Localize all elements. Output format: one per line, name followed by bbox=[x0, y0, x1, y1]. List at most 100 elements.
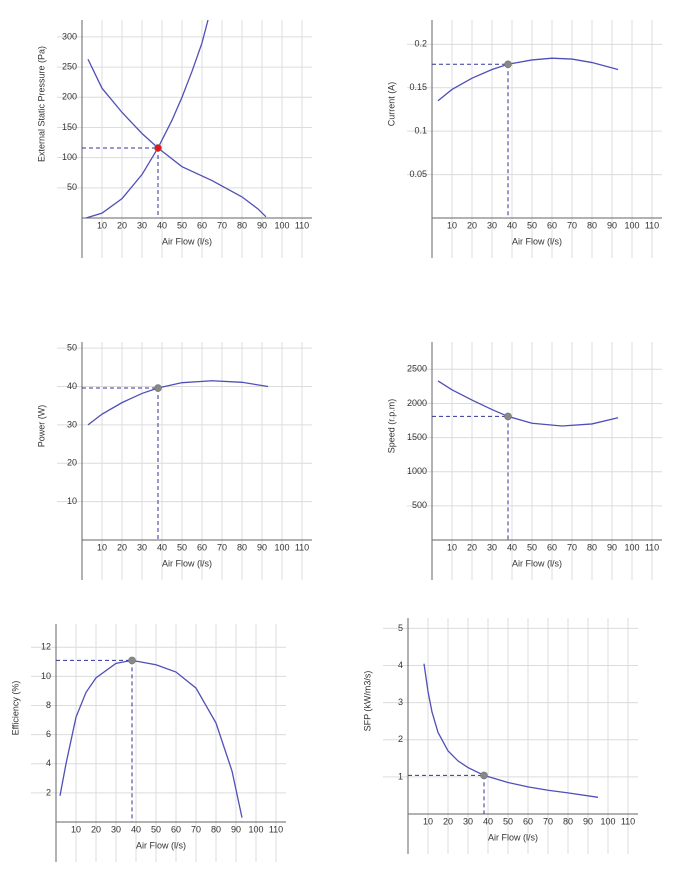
curve bbox=[85, 19, 209, 219]
x-tick-label: 70 bbox=[567, 542, 577, 552]
y-tick-label: 250 bbox=[62, 61, 77, 71]
x-tick-label: 100 bbox=[600, 816, 615, 826]
x-tick-label: 10 bbox=[447, 220, 457, 230]
x-tick-label: 30 bbox=[137, 220, 147, 230]
operating-point bbox=[154, 144, 162, 152]
x-tick-label: 40 bbox=[483, 816, 493, 826]
x-tick-label: 100 bbox=[624, 220, 639, 230]
x-tick-label: 90 bbox=[607, 542, 617, 552]
x-tick-label: 20 bbox=[467, 542, 477, 552]
y-tick-label: 50 bbox=[67, 343, 77, 353]
x-tick-label: 60 bbox=[523, 816, 533, 826]
y-tick-label: 0.05 bbox=[409, 169, 427, 179]
y-tick-label: 100 bbox=[62, 152, 77, 162]
x-tick-label: 40 bbox=[157, 220, 167, 230]
x-tick-label: 90 bbox=[257, 542, 267, 552]
curve bbox=[87, 380, 269, 426]
y-tick-label: 30 bbox=[67, 419, 77, 429]
y-tick-label: 4 bbox=[398, 660, 403, 670]
x-tick-label: 60 bbox=[197, 542, 207, 552]
x-tick-label: 40 bbox=[507, 542, 517, 552]
y-tick-label: 2 bbox=[398, 734, 403, 744]
curve bbox=[59, 659, 243, 818]
x-tick-label: 40 bbox=[507, 220, 517, 230]
y-tick-label: 1000 bbox=[407, 466, 427, 476]
y-tick-label: 6 bbox=[46, 729, 51, 739]
y-tick-label: 1500 bbox=[407, 432, 427, 442]
x-tick-label: 60 bbox=[171, 824, 181, 834]
x-axis-label: Air Flow (l/s) bbox=[136, 840, 186, 850]
y-tick-label: 20 bbox=[67, 458, 77, 468]
x-tick-label: 30 bbox=[137, 542, 147, 552]
x-tick-label: 40 bbox=[131, 824, 141, 834]
y-axis-label: Efficiency (%) bbox=[10, 681, 20, 736]
y-tick-label: 0.1 bbox=[414, 126, 427, 136]
x-axis-label: Air Flow (l/s) bbox=[162, 558, 212, 568]
y-tick-label: 3 bbox=[398, 697, 403, 707]
x-tick-label: 40 bbox=[157, 542, 167, 552]
x-tick-label: 50 bbox=[177, 542, 187, 552]
x-tick-label: 110 bbox=[621, 816, 635, 826]
x-tick-label: 80 bbox=[211, 824, 221, 834]
y-axis-label: SFP (kW/m3/s) bbox=[362, 671, 372, 732]
y-tick-label: 40 bbox=[67, 381, 77, 391]
x-tick-label: 110 bbox=[295, 220, 309, 230]
operating-point bbox=[480, 771, 488, 780]
x-tick-label: 110 bbox=[295, 542, 309, 552]
x-tick-label: 110 bbox=[269, 824, 283, 834]
x-tick-label: 20 bbox=[467, 220, 477, 230]
x-tick-label: 80 bbox=[563, 816, 573, 826]
y-tick-label: 200 bbox=[62, 92, 77, 102]
y-tick-label: 10 bbox=[67, 496, 77, 506]
y-tick-label: 8 bbox=[46, 700, 51, 710]
x-axis-label: Air Flow (l/s) bbox=[488, 832, 538, 842]
y-tick-label: 1 bbox=[398, 771, 403, 781]
y-tick-label: 0.15 bbox=[409, 82, 427, 92]
x-tick-label: 100 bbox=[274, 542, 289, 552]
x-tick-label: 20 bbox=[443, 816, 453, 826]
x-tick-label: 110 bbox=[645, 220, 659, 230]
y-tick-label: 0.2 bbox=[414, 39, 427, 49]
y-tick-label: 5 bbox=[398, 623, 403, 633]
y-tick-label: 2500 bbox=[407, 364, 427, 374]
y-tick-label: 2 bbox=[46, 787, 51, 797]
y-axis-label: External Static Pressure (Pa) bbox=[36, 46, 46, 162]
x-tick-label: 90 bbox=[231, 824, 241, 834]
y-tick-label: 500 bbox=[412, 500, 427, 510]
x-tick-label: 110 bbox=[645, 542, 659, 552]
x-tick-label: 90 bbox=[583, 816, 593, 826]
x-tick-label: 70 bbox=[567, 220, 577, 230]
curve bbox=[423, 663, 599, 798]
x-tick-label: 70 bbox=[543, 816, 553, 826]
y-tick-label: 2000 bbox=[407, 398, 427, 408]
x-tick-label: 70 bbox=[217, 220, 227, 230]
x-tick-label: 20 bbox=[117, 542, 127, 552]
x-tick-label: 80 bbox=[237, 220, 247, 230]
x-tick-label: 100 bbox=[248, 824, 263, 834]
x-tick-label: 60 bbox=[547, 220, 557, 230]
x-tick-label: 50 bbox=[177, 220, 187, 230]
x-tick-label: 70 bbox=[217, 542, 227, 552]
y-tick-label: 10 bbox=[41, 671, 51, 681]
x-tick-label: 50 bbox=[151, 824, 161, 834]
x-tick-label: 10 bbox=[71, 824, 81, 834]
x-tick-label: 60 bbox=[197, 220, 207, 230]
curve bbox=[437, 57, 619, 102]
y-axis-label: Speed (r.p.m) bbox=[386, 399, 396, 454]
x-axis-label: Air Flow (l/s) bbox=[512, 236, 562, 246]
x-tick-label: 90 bbox=[607, 220, 617, 230]
operating-point bbox=[154, 384, 162, 392]
x-tick-label: 60 bbox=[547, 542, 557, 552]
x-tick-label: 50 bbox=[527, 220, 537, 230]
x-tick-label: 20 bbox=[117, 220, 127, 230]
x-tick-label: 10 bbox=[447, 542, 457, 552]
y-tick-label: 4 bbox=[46, 758, 51, 768]
x-tick-label: 30 bbox=[487, 220, 497, 230]
x-tick-label: 100 bbox=[624, 542, 639, 552]
operating-point bbox=[504, 60, 512, 69]
curve bbox=[87, 58, 267, 218]
x-tick-label: 80 bbox=[237, 542, 247, 552]
y-axis-label: Current (A) bbox=[386, 82, 396, 127]
x-tick-label: 10 bbox=[97, 220, 107, 230]
